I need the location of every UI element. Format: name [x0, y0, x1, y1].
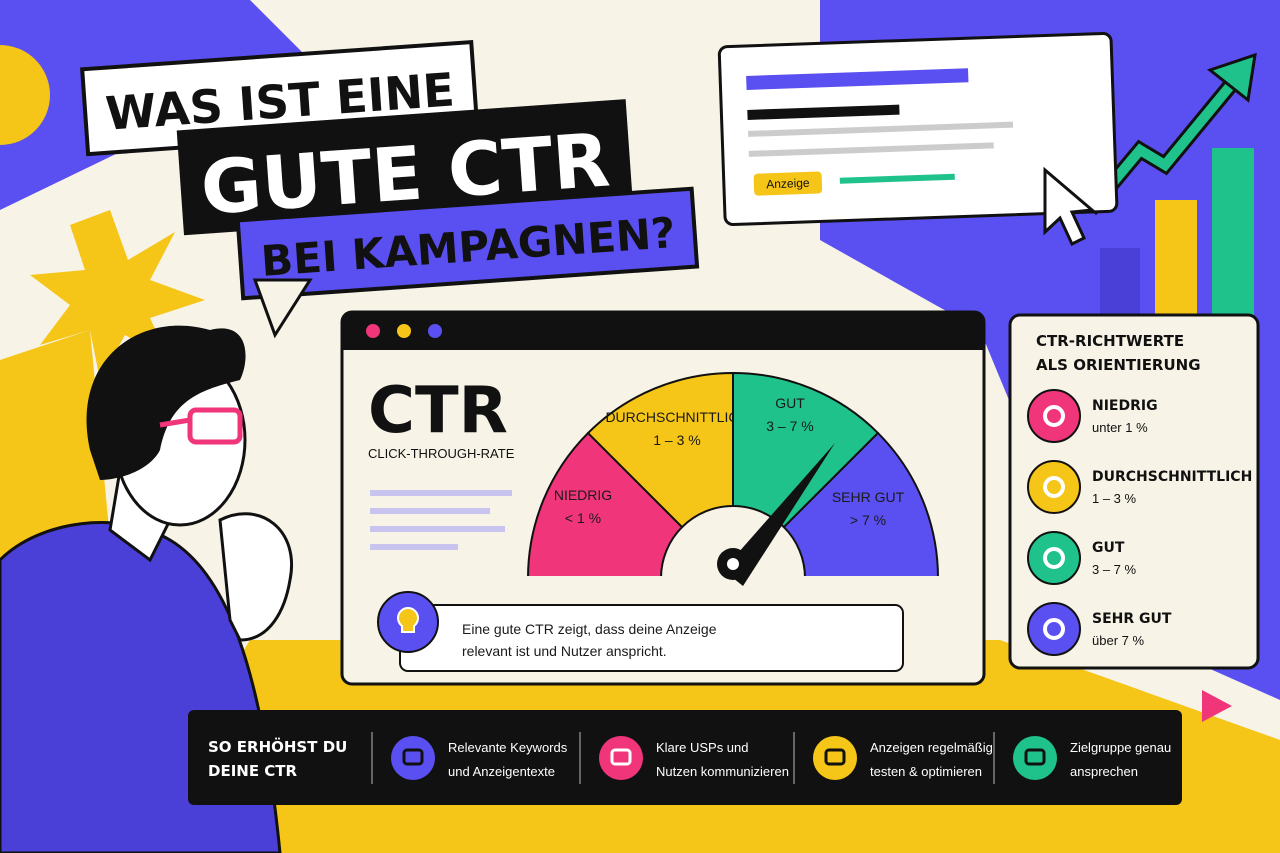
gauge-range: > 7 % — [850, 512, 886, 528]
benchmark-icon — [1027, 531, 1081, 585]
person-glasses — [159, 417, 191, 428]
benchmark-label: SEHR GUT — [1092, 611, 1172, 627]
benchmark-label: GUT — [1092, 540, 1125, 556]
gauge-segment — [526, 431, 684, 579]
trend-arrow-head — [1206, 52, 1257, 103]
text-line — [370, 508, 490, 514]
gauge-title: CTR — [368, 374, 508, 448]
tip-icon-mark — [610, 748, 632, 766]
benchmark-icon-mark — [1043, 547, 1065, 569]
text-line — [370, 490, 512, 496]
headline: BEI KAMPAGNEN? — [235, 186, 700, 301]
benchmark-icon-mark — [1043, 476, 1065, 498]
tip-icon-mark — [824, 748, 846, 766]
benchmark-icon-mark — [1043, 405, 1065, 427]
benchmark-icon-mark — [1043, 618, 1065, 640]
gauge-label: SEHR GUT — [832, 489, 905, 505]
window-dot — [397, 324, 411, 338]
ad-line — [748, 142, 994, 157]
tip-icon — [391, 736, 435, 780]
benchmarks: CTR-RICHTWERTE ALS ORIENTIERUNG NIEDRIG u… — [1008, 313, 1260, 670]
text-line — [370, 526, 505, 532]
bulb — [397, 606, 419, 633]
bg-circle — [0, 45, 50, 145]
ad-line — [746, 68, 969, 90]
tip-text: Relevante Keywords — [448, 740, 568, 755]
ad-line — [747, 104, 900, 120]
gauge-range: 3 – 7 % — [766, 418, 813, 434]
person-glasses — [187, 407, 243, 445]
speech-tail — [252, 278, 313, 339]
cursor — [1043, 166, 1096, 247]
benchmark-label: NIEDRIG — [1092, 398, 1158, 414]
ad-badge-text: Anzeige — [766, 176, 810, 192]
panel-header — [342, 335, 984, 350]
benchmark-range: 3 – 7 % — [1092, 562, 1137, 577]
person-hand — [218, 512, 293, 642]
gauge-panel: CTR CLICK-THROUGH-RATE NIEDRIG < 1 % DURCH… — [340, 310, 986, 686]
benchmark-range: über 7 % — [1092, 633, 1144, 648]
tip-text: und Anzeigentexte — [448, 764, 555, 779]
tips-bar: SO ERHÖHST DU DEINE CTR Relevante Keywor… — [188, 710, 1182, 805]
tip-icon — [599, 736, 643, 780]
tip-icon — [1013, 736, 1057, 780]
gauge-label: NIEDRIG — [554, 487, 612, 503]
deco-bar — [1212, 148, 1254, 318]
ad-preview: Anzeige — [717, 31, 1119, 227]
gauge-segment — [732, 371, 880, 529]
tip-text: Eine gute CTR zeigt, dass deine Anzeige — [462, 621, 717, 637]
tip-text: ansprechen — [1070, 764, 1138, 779]
tip-icon — [813, 736, 857, 780]
ad-line — [748, 121, 1014, 137]
window-dot — [428, 324, 442, 338]
tip-icon-mark — [1024, 748, 1046, 766]
tip-text: Anzeigen regelmäßig — [870, 740, 993, 755]
text-line — [370, 544, 458, 550]
headline-box — [235, 186, 700, 301]
tips-title: SO ERHÖHST DU — [208, 737, 347, 756]
benchmark-label: DURCHSCHNITTLICH — [1092, 469, 1252, 485]
gauge-needle — [723, 443, 835, 586]
tip-icon-mark — [402, 748, 424, 766]
gauge-range: 1 – 3 % — [653, 432, 700, 448]
ad-line — [839, 173, 955, 184]
benchmark-icon — [1027, 602, 1081, 656]
tip-text: testen & optimieren — [870, 764, 982, 779]
play-icon — [1202, 690, 1232, 722]
ad-badge — [753, 171, 823, 196]
tips-background — [188, 710, 1182, 805]
tip-box — [399, 604, 904, 672]
gauge-hub-inner — [727, 558, 739, 570]
benchmark-icon — [1027, 460, 1081, 514]
gauge-segment — [586, 371, 734, 529]
gauge-range: < 1 % — [565, 510, 601, 526]
deco-bar — [1155, 200, 1197, 320]
tip-text: relevant ist und Nutzer anspricht. — [462, 643, 667, 659]
gauge: NIEDRIG < 1 % DURCHSCHNITTLICH 1 – 3 % GUT 3 … — [524, 371, 942, 586]
gauge-label: DURCHSCHNITTLICH — [605, 409, 748, 425]
benchmark-range: 1 – 3 % — [1092, 491, 1137, 506]
gauge-segment — [782, 431, 940, 579]
gauge-subtitle: CLICK-THROUGH-RATE — [368, 446, 515, 461]
tips-title: DEINE CTR — [208, 762, 298, 780]
gauge-label: GUT — [775, 395, 805, 411]
benchmark-icon — [1027, 389, 1081, 443]
benchmarks-title: CTR-RICHTWERTE — [1036, 332, 1184, 350]
tip-text: Klare USPs und — [656, 740, 749, 755]
benchmarks-title: ALS ORIENTIERUNG — [1036, 356, 1201, 374]
person-hair — [86, 325, 246, 480]
benchmark-range: unter 1 % — [1092, 420, 1148, 435]
tip-text: Nutzen kommunizieren — [656, 764, 789, 779]
burst — [30, 210, 205, 380]
tip-text: Zielgruppe genau — [1070, 740, 1171, 755]
window-dot — [366, 324, 380, 338]
